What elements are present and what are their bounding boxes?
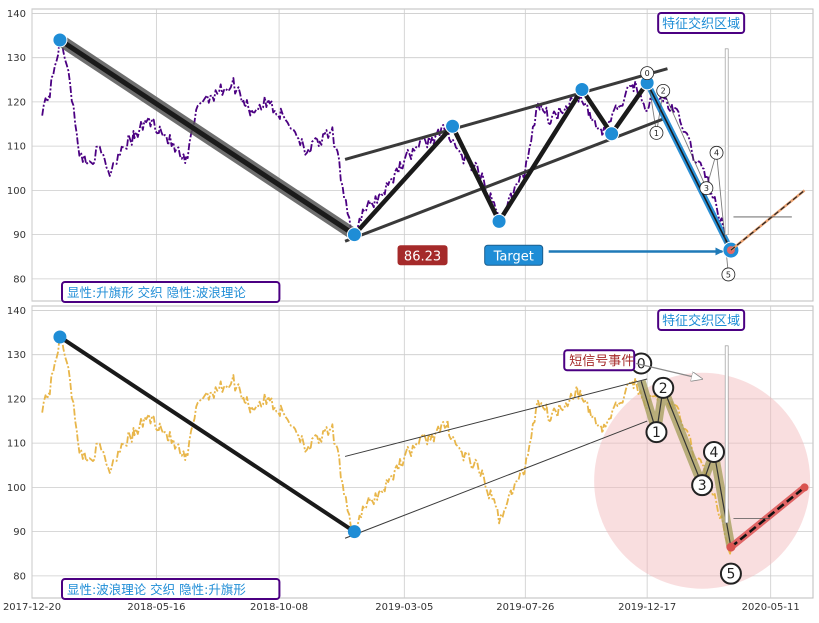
target-box-text: Target <box>493 249 534 264</box>
wave-label-circle <box>645 421 668 444</box>
y-tick-label: 90 <box>13 527 26 538</box>
forecast-dash <box>730 486 806 549</box>
legend-box-frame <box>61 578 281 600</box>
flagpole-line <box>57 37 357 238</box>
wave-label-circle <box>649 125 664 140</box>
zone-arrow-shaft <box>724 345 729 524</box>
wave-label-text: 0 <box>645 69 650 78</box>
pivot-marker <box>491 213 507 229</box>
y-tick-label: 100 <box>7 483 26 494</box>
y-tick-label: 130 <box>7 53 26 64</box>
y-tick-label: 100 <box>7 186 26 197</box>
zone-label-frame <box>657 309 746 331</box>
x-tick-label: 2020-05-11 <box>742 602 800 613</box>
zone-arrow-shaft <box>724 48 729 235</box>
x-tick-label: 2017-12-20 <box>3 602 61 613</box>
wave-label-circle <box>719 562 742 585</box>
signal-label-frame <box>563 349 636 372</box>
pivot-marker <box>346 227 362 243</box>
flag-channel-lower <box>344 420 648 539</box>
wave-label-text: 2 <box>659 381 668 397</box>
y-tick-label: 130 <box>7 350 26 361</box>
forecast-end-dot <box>800 483 809 492</box>
wave-label-text: 5 <box>726 567 735 583</box>
breakdown-leg-line <box>646 82 732 251</box>
wave-label-circle <box>721 267 736 282</box>
zone-label-text: 特征交织区域 <box>662 313 740 329</box>
pivot-marker <box>604 126 620 142</box>
flag-channel-upper <box>344 67 668 161</box>
bottom-panel: 80 90 100 110 120 130 140 2017-12-20 2018-05-16 2… <box>3 305 814 613</box>
price-series-line <box>41 34 732 258</box>
y-tick-label: 90 <box>13 230 26 241</box>
zone-label-frame <box>657 12 746 34</box>
wave-label-text: 5 <box>726 270 731 279</box>
flag-zigzag-line <box>352 81 650 237</box>
y-tick-label: 80 <box>13 274 26 285</box>
forecast-origin-dot <box>726 542 736 552</box>
wave-label-circle <box>652 376 675 399</box>
x-tick-label: 2019-12-17 <box>618 602 676 613</box>
pivot-marker <box>445 118 461 134</box>
forecast-line <box>730 189 806 252</box>
wave-label-circle <box>699 181 714 196</box>
flag-channel-upper <box>344 378 648 457</box>
x-tick-label: 2018-05-16 <box>127 602 185 613</box>
price-series-line <box>41 331 732 555</box>
y-tick-label: 110 <box>7 439 26 450</box>
wave-label-text: 2 <box>661 87 666 96</box>
x-tick-label: 2019-07-26 <box>496 602 554 613</box>
pivot-marker <box>347 525 361 539</box>
y-tick-label: 140 <box>7 9 26 20</box>
top-panel: 80 90 100 110 120 130 140 0 1 2 3 4 5 86.23 Target 特征交织… <box>7 8 814 303</box>
y-tick-label: 140 <box>7 306 26 317</box>
zone-label-text: 特征交织区域 <box>662 16 740 32</box>
wave-label-text: 1 <box>652 425 661 441</box>
x-tick-label: 2018-10-08 <box>250 602 308 613</box>
x-tick-label: 2019-03-05 <box>375 602 433 613</box>
y-tick-label: 80 <box>13 571 26 582</box>
wave-label-circle <box>691 474 714 497</box>
wave-label-text: 3 <box>704 184 709 193</box>
price-box <box>397 245 448 266</box>
y-tick-label: 120 <box>7 97 26 108</box>
signal-label-text: 短信号事件 <box>569 354 634 369</box>
y-tick-label: 120 <box>7 394 26 405</box>
pivot-marker <box>52 32 68 48</box>
pivot-marker <box>53 330 67 344</box>
wave-label-circle <box>703 441 725 463</box>
wave-label-text: 3 <box>698 478 707 494</box>
flagpole-line <box>57 334 357 534</box>
wave-label-circle <box>640 66 655 81</box>
wave-label-circle <box>656 83 671 98</box>
wave-sketch-line <box>646 73 729 275</box>
signal-arrow <box>636 362 702 379</box>
wave-label-text: 1 <box>654 129 659 138</box>
y-tick-label: 110 <box>7 142 26 153</box>
pivot-marker <box>574 82 590 98</box>
wave-label-text: 4 <box>710 445 719 461</box>
legend-box-frame <box>61 281 281 303</box>
legend-box-text: 显性:波浪理论 交织 隐性:升旗形 <box>67 582 246 597</box>
wave-label-text: 4 <box>714 149 719 158</box>
wave-label-circle <box>709 145 724 160</box>
legend-box-text: 显性:升旗形 交织 隐性:波浪理论 <box>67 285 246 300</box>
target-box <box>484 244 544 266</box>
price-box-text: 86.23 <box>404 249 441 264</box>
